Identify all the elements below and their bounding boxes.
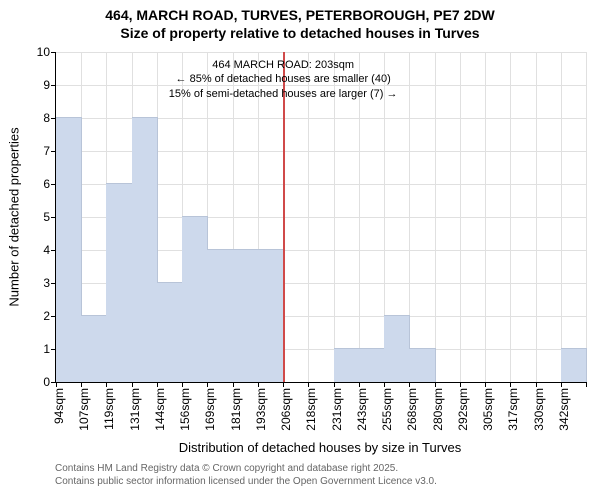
y-axis-label: Number of detached properties bbox=[7, 127, 22, 306]
xtick-mark bbox=[56, 382, 57, 387]
xtick-mark bbox=[510, 382, 511, 387]
xtick-label: 181sqm bbox=[229, 388, 243, 431]
xtick-label: 317sqm bbox=[506, 388, 520, 431]
annotation-line: 15% of semi-detached houses are larger (… bbox=[169, 87, 398, 101]
xtick-label: 218sqm bbox=[304, 388, 318, 431]
ytick-label: 1 bbox=[43, 342, 56, 356]
xtick-label: 107sqm bbox=[77, 388, 91, 431]
footer-line-1: Contains HM Land Registry data © Crown c… bbox=[55, 462, 437, 475]
xtick-label: 119sqm bbox=[102, 388, 116, 430]
annotation-line: 464 MARCH ROAD: 203sqm bbox=[169, 58, 398, 72]
ytick-label: 7 bbox=[43, 144, 56, 158]
xtick-mark bbox=[132, 382, 133, 387]
histogram-bar bbox=[106, 183, 132, 382]
ytick-label: 3 bbox=[43, 276, 56, 290]
gridline-horizontal bbox=[56, 52, 586, 53]
histogram-bar bbox=[334, 348, 360, 382]
xtick-mark bbox=[561, 382, 562, 387]
xtick-mark bbox=[182, 382, 183, 387]
xtick-mark bbox=[233, 382, 234, 387]
ytick-label: 0 bbox=[43, 375, 56, 389]
xtick-mark bbox=[384, 382, 385, 387]
xtick-label: 156sqm bbox=[178, 388, 192, 431]
xtick-label: 144sqm bbox=[153, 388, 167, 431]
xtick-mark bbox=[536, 382, 537, 387]
x-axis-label: Distribution of detached houses by size … bbox=[179, 440, 462, 455]
xtick-mark bbox=[460, 382, 461, 387]
xtick-label: 206sqm bbox=[279, 388, 293, 431]
gridline-vertical bbox=[308, 52, 309, 382]
title-line-2: Size of property relative to detached ho… bbox=[0, 24, 600, 42]
gridline-vertical bbox=[334, 52, 335, 382]
plot-area: 01234567891094sqm107sqm119sqm131sqm144sq… bbox=[55, 52, 586, 383]
histogram-bar bbox=[561, 348, 587, 382]
reference-line bbox=[283, 52, 285, 382]
ytick-label: 10 bbox=[37, 45, 56, 59]
xtick-mark bbox=[258, 382, 259, 387]
ytick-label: 2 bbox=[43, 309, 56, 323]
xtick-mark bbox=[435, 382, 436, 387]
gridline-vertical bbox=[485, 52, 486, 382]
xtick-label: 342sqm bbox=[557, 388, 571, 431]
title-line-1: 464, MARCH ROAD, TURVES, PETERBOROUGH, P… bbox=[0, 6, 600, 24]
annotation-line: ← 85% of detached houses are smaller (40… bbox=[169, 72, 398, 86]
xtick-mark bbox=[81, 382, 82, 387]
xtick-mark bbox=[409, 382, 410, 387]
histogram-bar bbox=[384, 315, 410, 382]
chart-container: 464, MARCH ROAD, TURVES, PETERBOROUGH, P… bbox=[0, 0, 600, 500]
xtick-mark bbox=[157, 382, 158, 387]
gridline-vertical bbox=[536, 52, 537, 382]
xtick-label: 131sqm bbox=[128, 388, 142, 431]
histogram-bar bbox=[258, 249, 284, 382]
xtick-mark bbox=[106, 382, 107, 387]
xtick-mark bbox=[283, 382, 284, 387]
xtick-label: 193sqm bbox=[254, 388, 268, 431]
xtick-label: 305sqm bbox=[481, 388, 495, 431]
gridline-vertical bbox=[460, 52, 461, 382]
gridline-vertical bbox=[586, 52, 587, 382]
ytick-label: 6 bbox=[43, 177, 56, 191]
xtick-label: 280sqm bbox=[431, 388, 445, 431]
histogram-bar bbox=[233, 249, 259, 382]
histogram-bar bbox=[207, 249, 233, 382]
xtick-label: 268sqm bbox=[405, 388, 419, 431]
xtick-mark bbox=[207, 382, 208, 387]
xtick-mark bbox=[334, 382, 335, 387]
footer-attribution: Contains HM Land Registry data © Crown c… bbox=[55, 462, 437, 488]
xtick-label: 243sqm bbox=[355, 388, 369, 431]
histogram-bar bbox=[359, 348, 385, 382]
ytick-label: 5 bbox=[43, 210, 56, 224]
xtick-mark bbox=[359, 382, 360, 387]
gridline-vertical bbox=[561, 52, 562, 382]
histogram-bar bbox=[132, 117, 158, 382]
gridline-vertical bbox=[359, 52, 360, 382]
histogram-bar bbox=[409, 348, 435, 382]
annotation-box: 464 MARCH ROAD: 203sqm← 85% of detached … bbox=[169, 58, 398, 101]
chart-title: 464, MARCH ROAD, TURVES, PETERBOROUGH, P… bbox=[0, 0, 600, 42]
footer-line-2: Contains public sector information licen… bbox=[55, 475, 437, 488]
xtick-mark bbox=[308, 382, 309, 387]
xtick-label: 94sqm bbox=[52, 388, 66, 424]
ytick-label: 4 bbox=[43, 243, 56, 257]
xtick-label: 292sqm bbox=[456, 388, 470, 431]
gridline-vertical bbox=[510, 52, 511, 382]
ytick-label: 8 bbox=[43, 111, 56, 125]
xtick-label: 330sqm bbox=[532, 388, 546, 431]
histogram-bar bbox=[157, 282, 183, 382]
xtick-mark bbox=[485, 382, 486, 387]
histogram-bar bbox=[56, 117, 82, 382]
histogram-bar bbox=[81, 315, 107, 382]
xtick-label: 255sqm bbox=[380, 388, 394, 431]
gridline-vertical bbox=[435, 52, 436, 382]
xtick-mark bbox=[586, 382, 587, 387]
histogram-bar bbox=[182, 216, 208, 382]
xtick-label: 169sqm bbox=[203, 388, 217, 431]
xtick-label: 231sqm bbox=[330, 388, 344, 431]
ytick-label: 9 bbox=[43, 78, 56, 92]
